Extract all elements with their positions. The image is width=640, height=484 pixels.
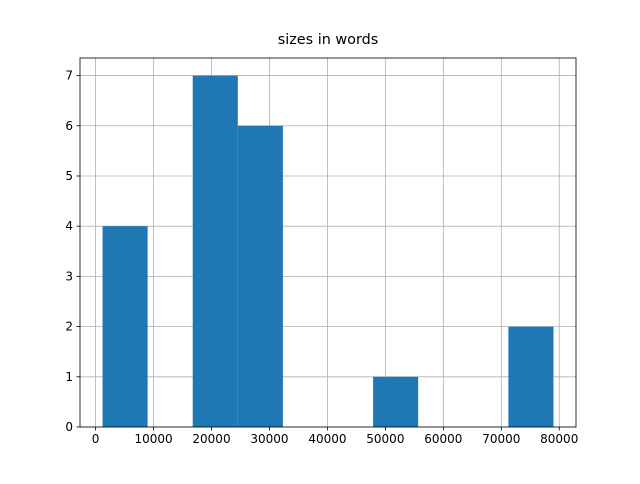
y-tick-label: 4 [65, 219, 73, 233]
y-tick-label: 0 [65, 420, 73, 434]
x-tick-label: 60000 [424, 432, 462, 446]
x-tick-label: 40000 [308, 432, 346, 446]
plot-frame [79, 57, 577, 428]
x-tick-label: 0 [92, 432, 100, 446]
bar [102, 226, 148, 427]
x-tick-label: 10000 [134, 432, 172, 446]
x-tick-label: 30000 [250, 432, 288, 446]
x-tick-label: 70000 [482, 432, 520, 446]
y-tick-label: 2 [65, 320, 73, 334]
y-tick-label: 6 [65, 119, 73, 133]
y-tick-label: 7 [65, 69, 73, 83]
y-tick-label: 1 [65, 370, 73, 384]
bar [192, 75, 238, 428]
bar [237, 125, 283, 427]
chart-title: sizes in words [278, 32, 379, 48]
y-tick-label: 5 [65, 169, 73, 183]
bar [373, 376, 419, 427]
x-tick-label: 80000 [540, 432, 578, 446]
x-tick-label: 50000 [366, 432, 404, 446]
bar [508, 326, 554, 427]
y-tick-label: 3 [65, 269, 73, 283]
x-tick-label: 20000 [192, 432, 230, 446]
